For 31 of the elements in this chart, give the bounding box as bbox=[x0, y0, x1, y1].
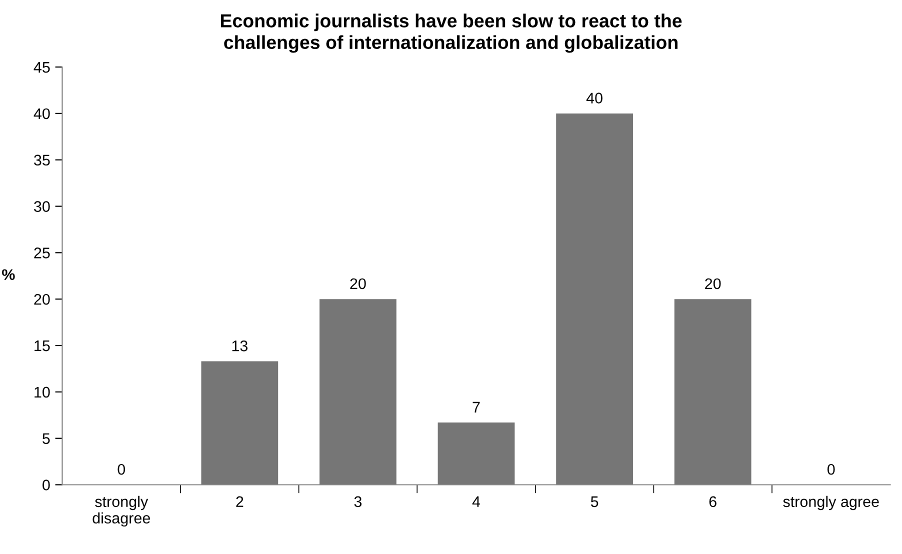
x-tick-label: 3 bbox=[354, 496, 362, 508]
y-tick-label: 45 bbox=[34, 62, 50, 73]
bar bbox=[556, 113, 633, 485]
chart-title: Economic journalists have been slow to react to the challenges of internationalization and globalization bbox=[220, 14, 682, 53]
data-label: 20 bbox=[350, 278, 366, 290]
bar bbox=[438, 422, 515, 485]
y-axis-title: % bbox=[2, 269, 15, 280]
bar bbox=[320, 299, 396, 485]
data-label: 0 bbox=[118, 464, 126, 475]
y-tick-label: 15 bbox=[34, 340, 50, 352]
y-tick-label: 10 bbox=[34, 386, 50, 398]
y-tick-label: 5 bbox=[42, 433, 50, 444]
x-tick-label: 4 bbox=[472, 496, 480, 507]
data-label: 0 bbox=[827, 464, 835, 475]
bar bbox=[201, 361, 278, 485]
x-tick-label: strongly agree bbox=[783, 496, 879, 510]
y-tick-label: 40 bbox=[34, 108, 50, 120]
y-tick-label: 30 bbox=[34, 201, 50, 212]
y-tick-label: 35 bbox=[34, 154, 50, 166]
data-label: 13 bbox=[232, 340, 248, 352]
x-tick-label: strongly disagree bbox=[92, 496, 150, 527]
y-tick-label: 0 bbox=[42, 480, 50, 490]
x-tick-label: 6 bbox=[709, 496, 716, 508]
data-label: 7 bbox=[472, 402, 480, 412]
bar bbox=[674, 299, 752, 485]
x-tick-label: 2 bbox=[236, 496, 244, 507]
x-tick-label: 5 bbox=[590, 496, 598, 508]
data-label: 20 bbox=[705, 278, 721, 290]
y-tick-label: 25 bbox=[34, 248, 50, 258]
data-label: 40 bbox=[586, 92, 602, 104]
y-tick-label: 20 bbox=[34, 294, 50, 305]
